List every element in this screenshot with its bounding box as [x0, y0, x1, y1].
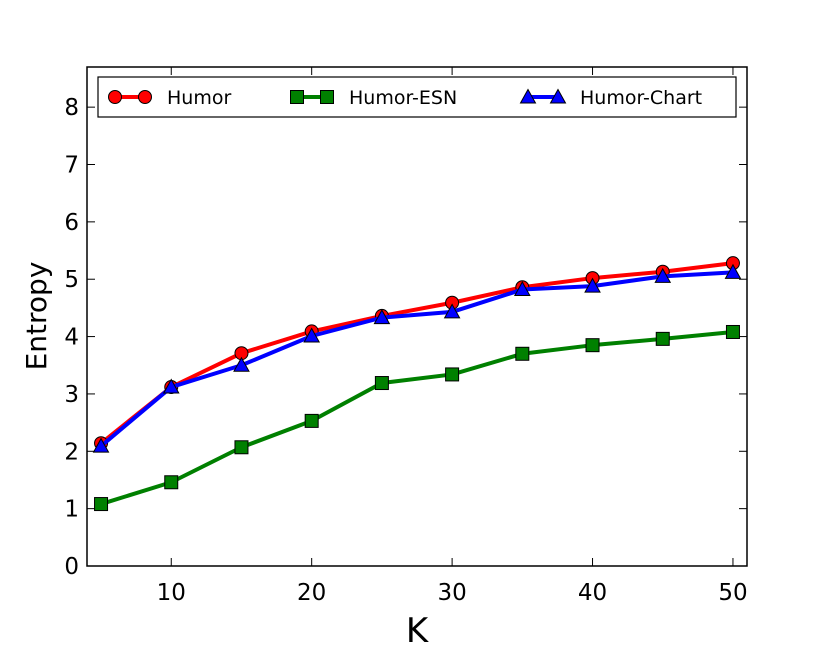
series-humor-chart — [92, 263, 742, 453]
data-point — [515, 346, 530, 361]
x-tick-label: 50 — [718, 580, 747, 606]
data-point — [304, 413, 319, 428]
legend-marker — [138, 90, 152, 104]
data-point — [233, 356, 250, 372]
series-humor-esn — [94, 324, 740, 512]
data-point — [584, 277, 601, 293]
x-tick-label: 30 — [437, 580, 466, 606]
legend-marker — [108, 90, 122, 104]
y-tick-label: 0 — [64, 554, 79, 580]
legend-marker — [519, 88, 537, 104]
axis-ticks: 10 20 30 40 50 0 1 2 3 4 5 6 7 8 — [64, 67, 748, 606]
series-line — [100, 329, 734, 506]
data-point — [725, 324, 740, 339]
data-point — [162, 378, 180, 394]
series-layer — [92, 256, 742, 512]
x-tick-label: 20 — [297, 580, 326, 606]
data-point — [94, 497, 109, 512]
series-humor — [94, 256, 740, 451]
legend-entry: Humor-ESN — [290, 87, 457, 109]
plot-area — [86, 66, 748, 567]
data-point — [654, 267, 672, 283]
data-point — [513, 281, 531, 297]
legend-entry: Humor-Chart — [519, 87, 702, 109]
y-axis-label: Entropy — [20, 262, 53, 371]
plot-frame — [86, 66, 748, 567]
legend-entry: Humor — [108, 87, 231, 109]
y-tick-label: 7 — [64, 153, 79, 179]
legend-label: Humor-ESN — [349, 87, 457, 109]
data-point — [585, 338, 600, 353]
legend-marker — [290, 90, 304, 104]
data-point — [443, 303, 461, 319]
data-point — [92, 437, 110, 453]
y-tick-label: 1 — [64, 497, 79, 523]
y-tick-label: 8 — [64, 95, 79, 121]
data-point — [445, 367, 460, 382]
y-tick-label: 6 — [64, 210, 79, 236]
y-tick-label: 4 — [64, 325, 79, 351]
data-point — [373, 309, 391, 325]
legend-marker — [549, 88, 567, 104]
series-line — [99, 270, 734, 448]
data-point — [724, 263, 742, 279]
legend-box — [97, 76, 737, 118]
data-point — [164, 475, 179, 490]
data-point — [234, 440, 249, 455]
legend-label: Humor-Chart — [580, 87, 702, 109]
series-line — [99, 261, 734, 445]
x-tick-label: 10 — [157, 580, 186, 606]
x-axis-label: K — [406, 611, 430, 651]
data-point — [303, 327, 321, 343]
x-tick-label: 40 — [578, 580, 607, 606]
data-point — [655, 331, 670, 346]
y-tick-label: 5 — [64, 267, 79, 293]
legend-label: Humor — [167, 87, 231, 109]
legend-marker — [320, 90, 334, 104]
legend: Humor Humor-ESN Humor-Chart — [97, 76, 737, 118]
data-point — [374, 376, 389, 391]
y-tick-label: 2 — [64, 439, 79, 465]
y-tick-label: 3 — [64, 382, 79, 408]
